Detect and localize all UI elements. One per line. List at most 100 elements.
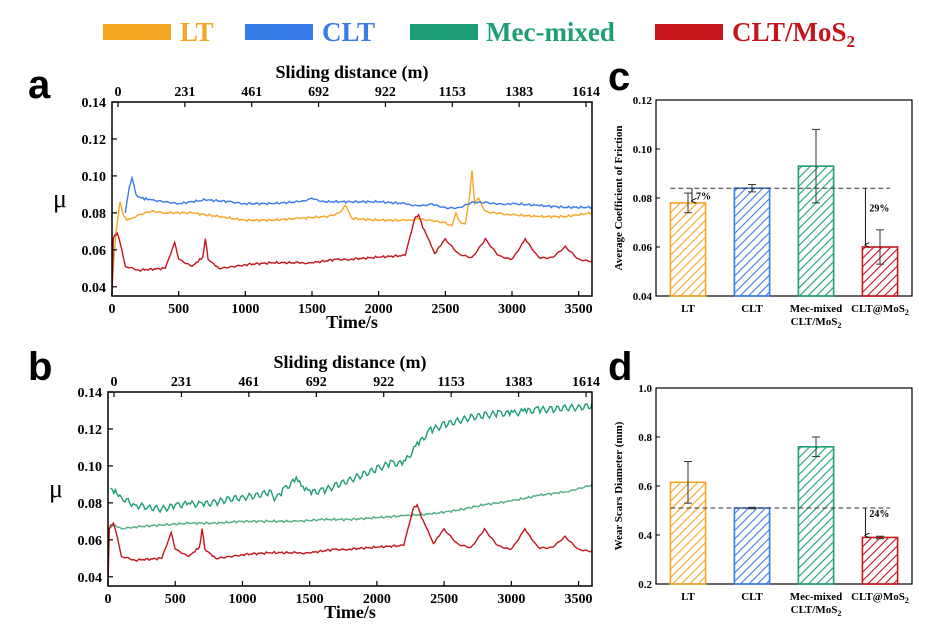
legend-label-mec-mixed: Mec-mixed	[486, 17, 615, 47]
category-label-line2: CLT/MoS2	[791, 316, 842, 330]
y-axis-title: μ	[49, 474, 63, 503]
series-line-panel-b-2	[107, 503, 593, 587]
x-tick-label: 500	[165, 592, 186, 607]
x-tick-label: 1500	[296, 592, 324, 607]
y-tick-label: 0.4	[638, 530, 652, 542]
y-tick-label: 0.14	[78, 386, 103, 401]
top-axis-title: Sliding distance (m)	[273, 352, 426, 373]
category-label: CLT@MoS2	[851, 591, 909, 605]
x-tick-label: 0	[109, 302, 116, 317]
y-tick-label: 0.06	[633, 242, 653, 254]
legend-label-clt-mos2: CLT/MoS2	[732, 17, 855, 51]
y-tick-label: 0.10	[82, 170, 107, 185]
x-tick-label: 3000	[498, 302, 526, 317]
top-tick-label: 922	[375, 85, 396, 100]
y-tick-label: 0.6	[638, 481, 652, 493]
x-tick-label: 1500	[298, 302, 326, 317]
x-tick-label: 3500	[565, 302, 593, 317]
x-tick-label: 2000	[365, 302, 393, 317]
y-tick-label: 0.12	[633, 95, 653, 107]
series-line-panel-a-2	[111, 213, 593, 297]
plot-frame	[107, 391, 593, 587]
x-tick-label: 2500	[430, 592, 458, 607]
top-axis-title: Sliding distance (m)	[275, 62, 428, 83]
y-tick-label: 0.8	[638, 432, 652, 444]
top-tick-label: 0	[111, 375, 118, 390]
plot-frame	[111, 101, 593, 297]
panel-letter-a: a	[28, 63, 51, 107]
line-chart-b: 0 500 1000 1500 2000 2500 3000 3500 0 231 461 692 92…	[49, 352, 600, 622]
top-tick-label: 692	[306, 375, 327, 390]
y-tick-label: 0.08	[633, 193, 653, 205]
top-tick-label: 1383	[505, 85, 533, 100]
top-tick-label: 231	[174, 85, 195, 100]
legend-swatch-lt	[103, 24, 171, 40]
x-tick-label: 1000	[231, 302, 259, 317]
category-label: CLT	[741, 303, 763, 315]
annotation-label: 29%	[869, 204, 889, 215]
x-axis-title: Time/s	[324, 602, 376, 622]
y-tick-label: 0.12	[78, 423, 103, 438]
legend-item-clt: CLT	[245, 17, 375, 47]
annotation-label: 7%	[696, 192, 711, 203]
x-tick-label: 2000	[363, 592, 391, 607]
top-tick-label: 1614	[572, 85, 600, 100]
y-axis-title: Average Coefficient of Friction	[613, 126, 625, 271]
category-label-line2: CLT/MoS2	[791, 604, 842, 618]
bar-2	[797, 445, 835, 585]
legend-swatch-mec-mixed	[410, 24, 478, 40]
y-tick-label: 0.14	[82, 96, 107, 111]
series-line-panel-a-0	[111, 170, 593, 287]
y-tick-label: 1.0	[638, 383, 652, 395]
legend-item-lt: LT	[103, 17, 214, 47]
panel-letter-b: b	[28, 345, 52, 389]
y-tick-label: 0.10	[78, 460, 103, 475]
series-line-panel-a-1	[124, 175, 593, 213]
series-line-panel-b-1	[107, 483, 593, 530]
y-tick-label: 0.10	[633, 144, 653, 156]
panel-letter-c: c	[608, 55, 630, 99]
x-tick-label: 500	[168, 302, 189, 317]
y-tick-label: 0.12	[82, 133, 107, 148]
legend-swatch-clt	[245, 24, 313, 40]
category-label: LT	[681, 303, 695, 315]
top-tick-label: 1153	[439, 85, 466, 100]
top-tick-label: 1614	[572, 375, 600, 390]
bar-chart-c: 0.04 0.06 0.08 0.10 0.12 LT CLT Mec-mixedCLT/Mo…	[613, 95, 913, 330]
category-label: LT	[681, 591, 695, 603]
x-axis-title: Time/s	[326, 312, 378, 332]
top-tick-label: 461	[241, 85, 262, 100]
x-tick-label: 3500	[565, 592, 593, 607]
y-tick-label: 0.06	[82, 244, 107, 259]
category-label: CLT	[741, 591, 763, 603]
top-tick-label: 1153	[438, 375, 465, 390]
bar-1	[733, 187, 771, 297]
y-tick-label: 0.04	[82, 281, 107, 296]
y-axis-title: Wear Scars Diameter (mm)	[613, 421, 625, 550]
y-tick-label: 0.2	[638, 579, 652, 591]
category-label: CLT@MoS2	[851, 303, 909, 317]
legend-label-clt: CLT	[322, 17, 375, 47]
y-tick-label: 0.08	[82, 207, 107, 222]
x-tick-label: 2500	[431, 302, 459, 317]
line-chart-a: 0 500 1000 1500 2000 2500 3000 3500 0 231 461 692 92…	[53, 62, 600, 332]
top-tick-label: 461	[238, 375, 259, 390]
y-tick-label: 0.04	[633, 291, 653, 303]
top-tick-label: 0	[115, 85, 122, 100]
top-tick-label: 692	[308, 85, 329, 100]
top-tick-label: 231	[171, 375, 192, 390]
y-tick-label: 0.06	[78, 534, 103, 549]
top-tick-label: 1383	[505, 375, 533, 390]
legend-item-mec-mixed: Mec-mixed	[410, 17, 615, 47]
panel-letter-d: d	[608, 345, 632, 389]
category-label: Mec-mixed	[790, 591, 843, 603]
category-label: Mec-mixed	[790, 303, 843, 315]
legend: LT CLT Mec-mixed CLT/MoS2	[103, 17, 855, 51]
x-tick-label: 3000	[497, 592, 525, 607]
top-tick-label: 922	[373, 375, 394, 390]
legend-label-lt: LT	[180, 17, 214, 47]
annotation-label: 24%	[869, 509, 889, 520]
series-line-panel-b-0	[110, 402, 593, 514]
